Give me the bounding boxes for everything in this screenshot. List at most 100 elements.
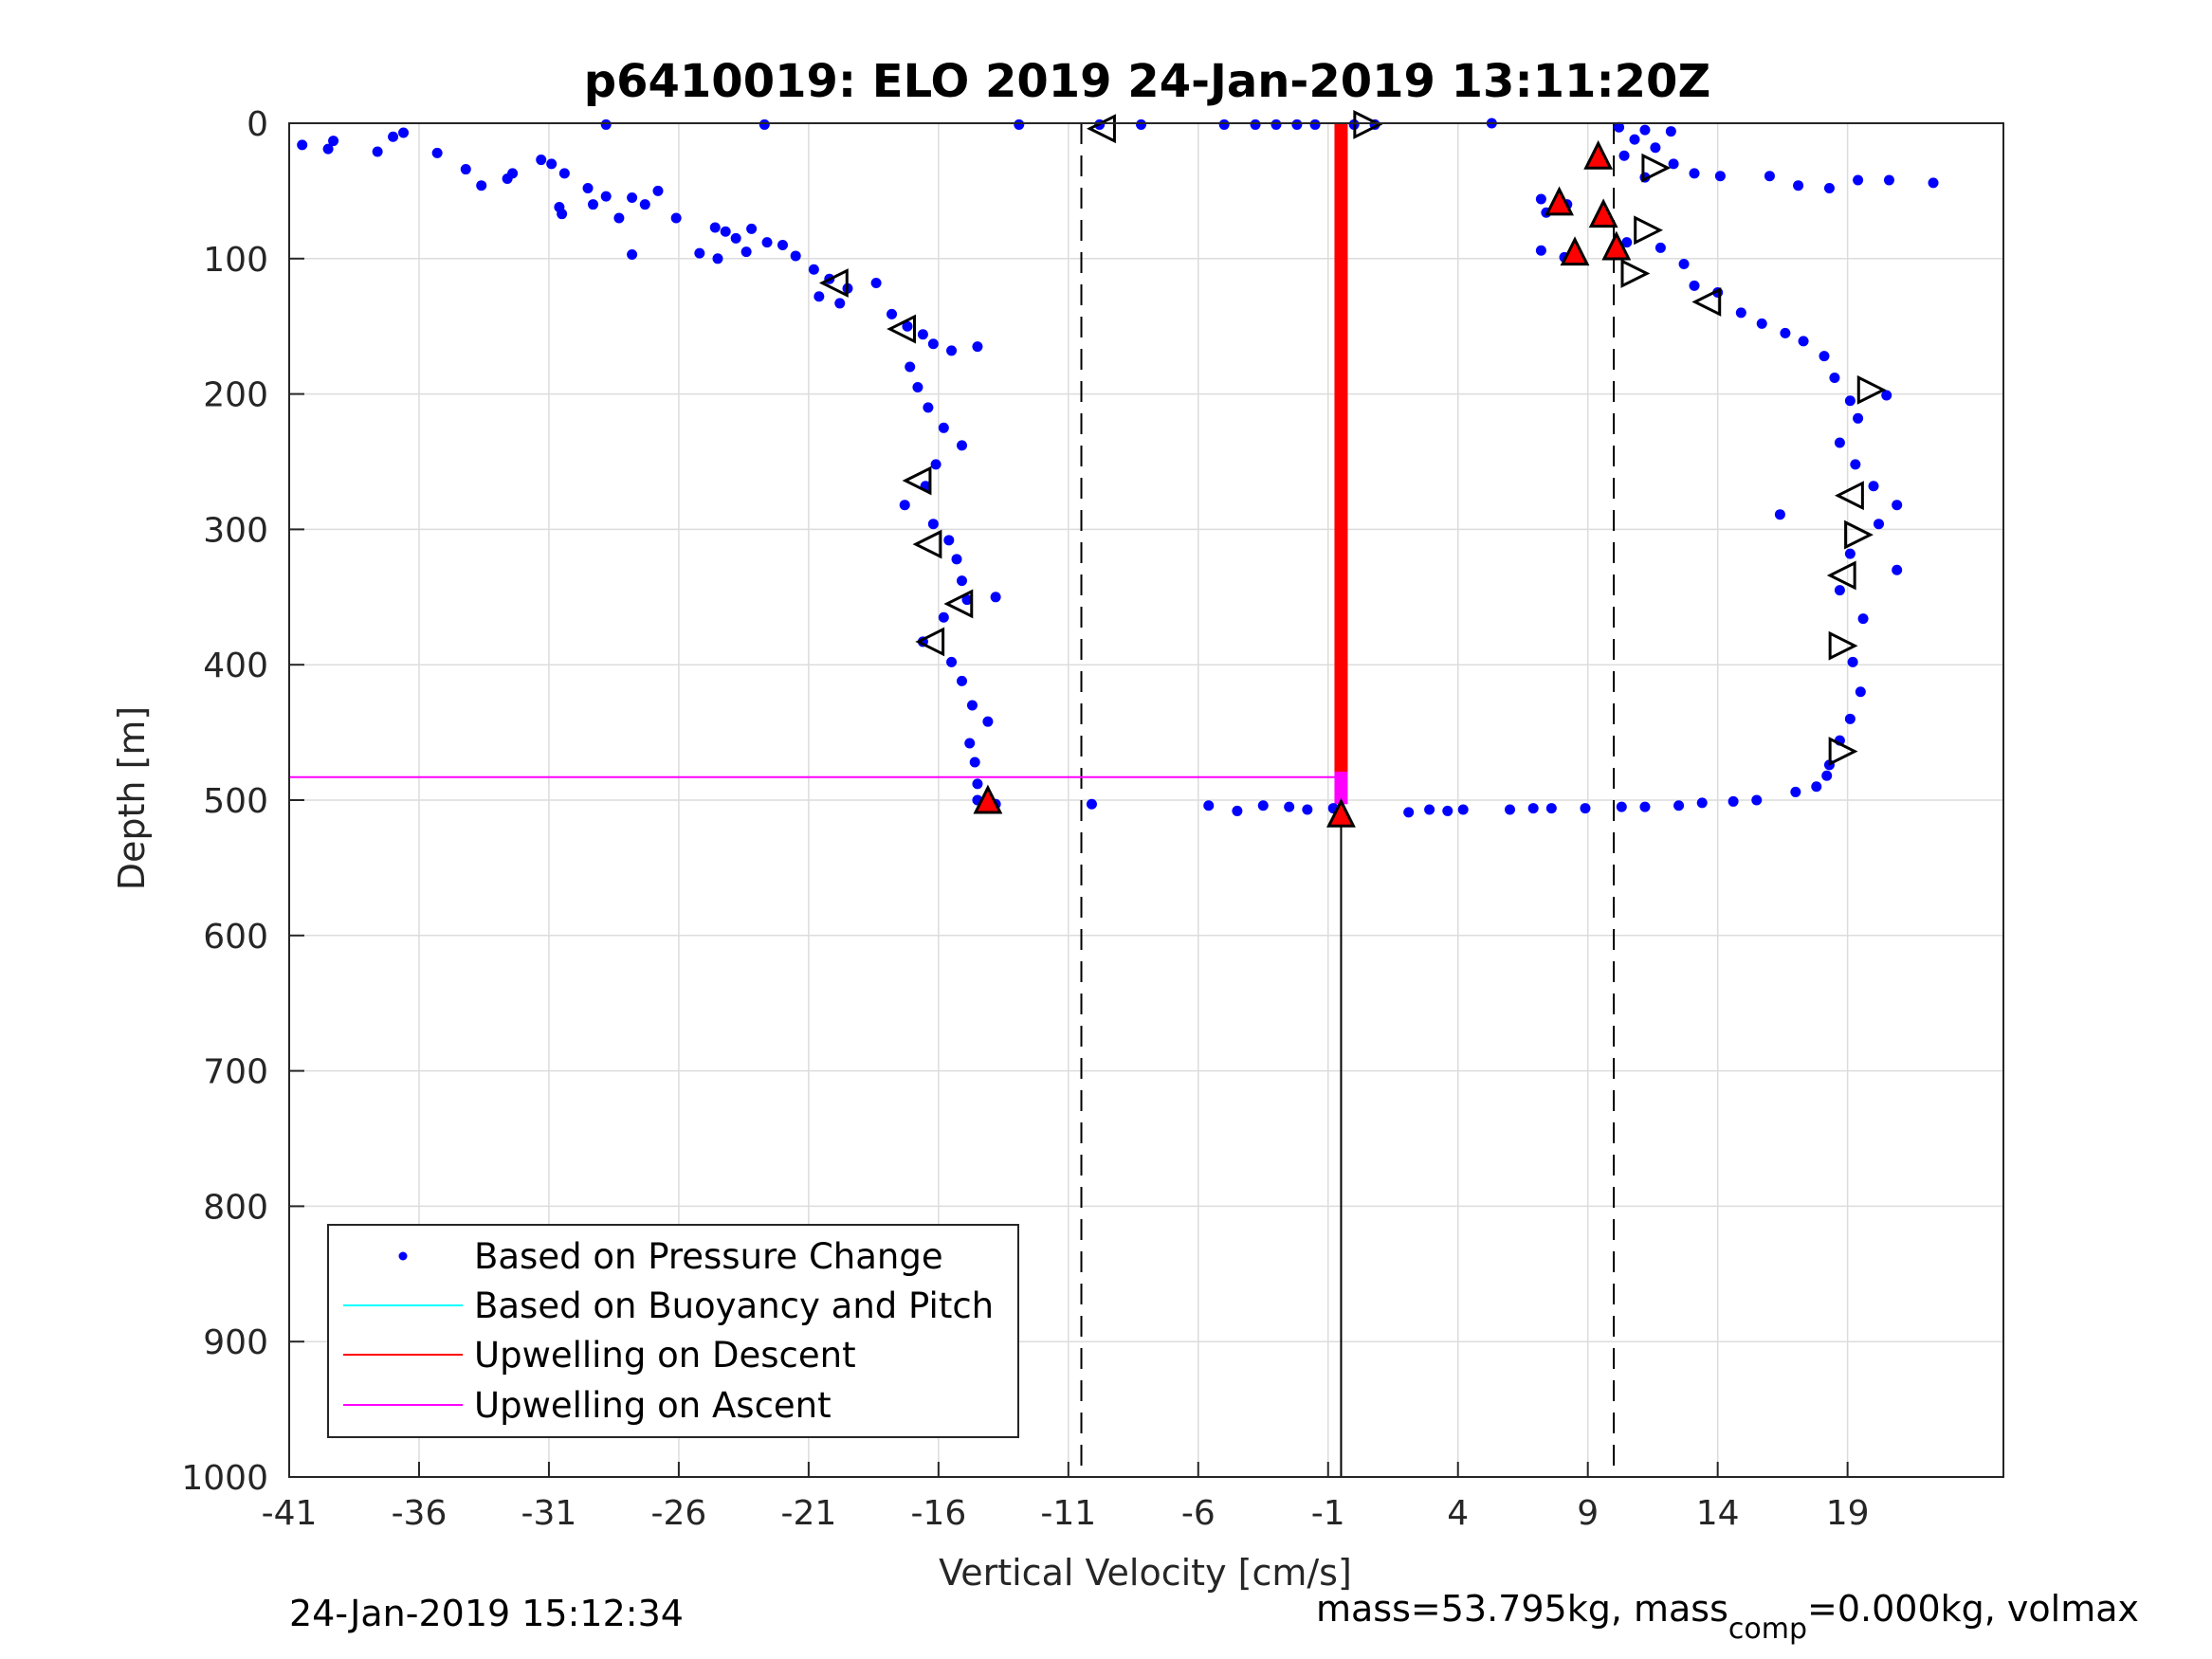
triangle-up-marker bbox=[1560, 236, 1590, 266]
pressure-change-point bbox=[777, 240, 788, 251]
pressure-change-point bbox=[1673, 800, 1685, 811]
pressure-change-point bbox=[1527, 803, 1539, 814]
pressure-change-point bbox=[1257, 800, 1269, 811]
pressure-change-point bbox=[627, 249, 638, 261]
x-tick-label: 9 bbox=[1577, 1494, 1599, 1533]
pressure-change-point bbox=[1250, 118, 1261, 130]
legend-label-buoyancy: Based on Buoyancy and Pitch bbox=[474, 1285, 994, 1326]
pressure-change-point bbox=[328, 136, 339, 147]
triangle-left-marker bbox=[902, 465, 932, 496]
pressure-change-point bbox=[1756, 318, 1767, 329]
pressure-change-point bbox=[972, 341, 983, 353]
pressure-change-point bbox=[1696, 797, 1708, 809]
pressure-change-point bbox=[1847, 656, 1858, 667]
pressure-change-point bbox=[1689, 168, 1700, 179]
pressure-change-point bbox=[790, 250, 801, 262]
pressure-change-point bbox=[834, 298, 846, 309]
pressure-change-point bbox=[1203, 800, 1215, 811]
pressure-change-point bbox=[1881, 390, 1892, 401]
pressure-change-point bbox=[582, 183, 594, 194]
pressure-change-point bbox=[1535, 193, 1546, 205]
pressure-change-point bbox=[557, 209, 568, 220]
y-tick-label: 900 bbox=[203, 1323, 268, 1362]
y-axis-label: Depth [m] bbox=[111, 706, 153, 891]
pressure-change-point bbox=[322, 143, 334, 155]
legend-label-ascent: Upwelling on Ascent bbox=[474, 1385, 832, 1426]
pressure-change-point bbox=[1751, 794, 1763, 806]
triangle-left-marker bbox=[1691, 287, 1722, 317]
pressure-change-point bbox=[536, 155, 547, 166]
pressure-change-point bbox=[1668, 158, 1679, 170]
pressure-change-point bbox=[1291, 118, 1303, 130]
triangle-left-marker bbox=[912, 529, 942, 559]
pressure-change-point bbox=[507, 168, 519, 179]
pressure-change-point bbox=[388, 131, 399, 142]
pressure-change-point bbox=[1616, 801, 1627, 812]
pressure-change-point bbox=[1834, 585, 1845, 596]
pressure-change-point bbox=[639, 199, 650, 210]
pressure-change-point bbox=[951, 554, 962, 565]
pressure-change-point bbox=[1844, 548, 1856, 559]
pressure-change-point bbox=[588, 199, 599, 210]
pressure-change-point bbox=[887, 308, 898, 319]
pressure-change-point bbox=[1442, 805, 1453, 816]
pressure-change-point bbox=[460, 164, 471, 175]
triangle-up-marker bbox=[1583, 139, 1614, 170]
pressure-change-point bbox=[946, 656, 958, 667]
pressure-change-point bbox=[740, 246, 752, 258]
pressure-change-point bbox=[1928, 177, 1939, 189]
pressure-change-point bbox=[1883, 174, 1894, 186]
pressure-change-point bbox=[1855, 686, 1866, 698]
pressure-change-point bbox=[431, 147, 443, 158]
pressure-change-point bbox=[1857, 613, 1869, 625]
y-tick-label: 800 bbox=[203, 1188, 268, 1227]
pressure-change-point bbox=[1232, 805, 1243, 816]
pressure-change-point bbox=[946, 345, 958, 356]
pressure-change-point bbox=[990, 592, 1001, 603]
x-tick-label: -1 bbox=[1311, 1494, 1345, 1533]
pressure-change-point bbox=[961, 594, 973, 606]
pressure-change-point bbox=[694, 247, 705, 259]
triangle-left-marker bbox=[1835, 481, 1864, 511]
pressure-change-point bbox=[670, 212, 682, 224]
y-tick-label: 700 bbox=[203, 1053, 268, 1092]
pressure-change-point bbox=[964, 738, 976, 749]
pressure-change-point bbox=[1892, 564, 1903, 575]
pressure-change-point bbox=[1403, 807, 1415, 818]
pressure-change-point bbox=[1014, 118, 1025, 130]
pressure-change-point bbox=[1505, 804, 1516, 815]
pressure-change-point bbox=[1665, 126, 1676, 137]
x-tick-label: 14 bbox=[1696, 1494, 1740, 1533]
pressure-change-point bbox=[957, 575, 968, 587]
pressure-change-point bbox=[1678, 259, 1690, 270]
triangle-right-marker bbox=[1353, 110, 1383, 139]
pressure-change-point bbox=[938, 422, 949, 433]
pressure-change-point bbox=[1136, 118, 1147, 130]
pressure-change-point bbox=[600, 191, 612, 202]
y-tick-label: 600 bbox=[203, 918, 268, 957]
pressure-change-point bbox=[1811, 781, 1822, 793]
x-tick-label: -16 bbox=[910, 1494, 966, 1533]
pressure-change-point bbox=[652, 185, 664, 196]
pressure-change-point bbox=[746, 223, 758, 234]
pressure-change-point bbox=[627, 192, 638, 204]
pressure-change-point bbox=[1714, 171, 1726, 182]
pressure-change-point bbox=[927, 338, 939, 350]
triangle-right-marker bbox=[1641, 153, 1672, 183]
legend-label-pressure: Based on Pressure Change bbox=[474, 1236, 943, 1277]
triangle-left-marker bbox=[818, 268, 849, 298]
pressure-change-point bbox=[1309, 118, 1321, 130]
pressure-change-point bbox=[709, 222, 721, 233]
triangle-right-marker bbox=[1844, 520, 1874, 550]
x-axis-ticks: -41 -36 -31 -26 -21 -16 -11 -6 -1 4 9 14 19 bbox=[262, 1462, 1870, 1533]
pressure-change-point bbox=[938, 611, 949, 623]
pressure-change-point bbox=[297, 139, 308, 151]
pressure-change-point bbox=[957, 440, 968, 451]
pressure-change-point bbox=[870, 278, 882, 289]
pressure-change-point bbox=[1457, 804, 1469, 815]
x-tick-label: -36 bbox=[392, 1494, 448, 1533]
pressure-change-point bbox=[1535, 245, 1546, 256]
pressure-change-points bbox=[297, 118, 1939, 818]
pressure-change-point bbox=[761, 237, 773, 248]
